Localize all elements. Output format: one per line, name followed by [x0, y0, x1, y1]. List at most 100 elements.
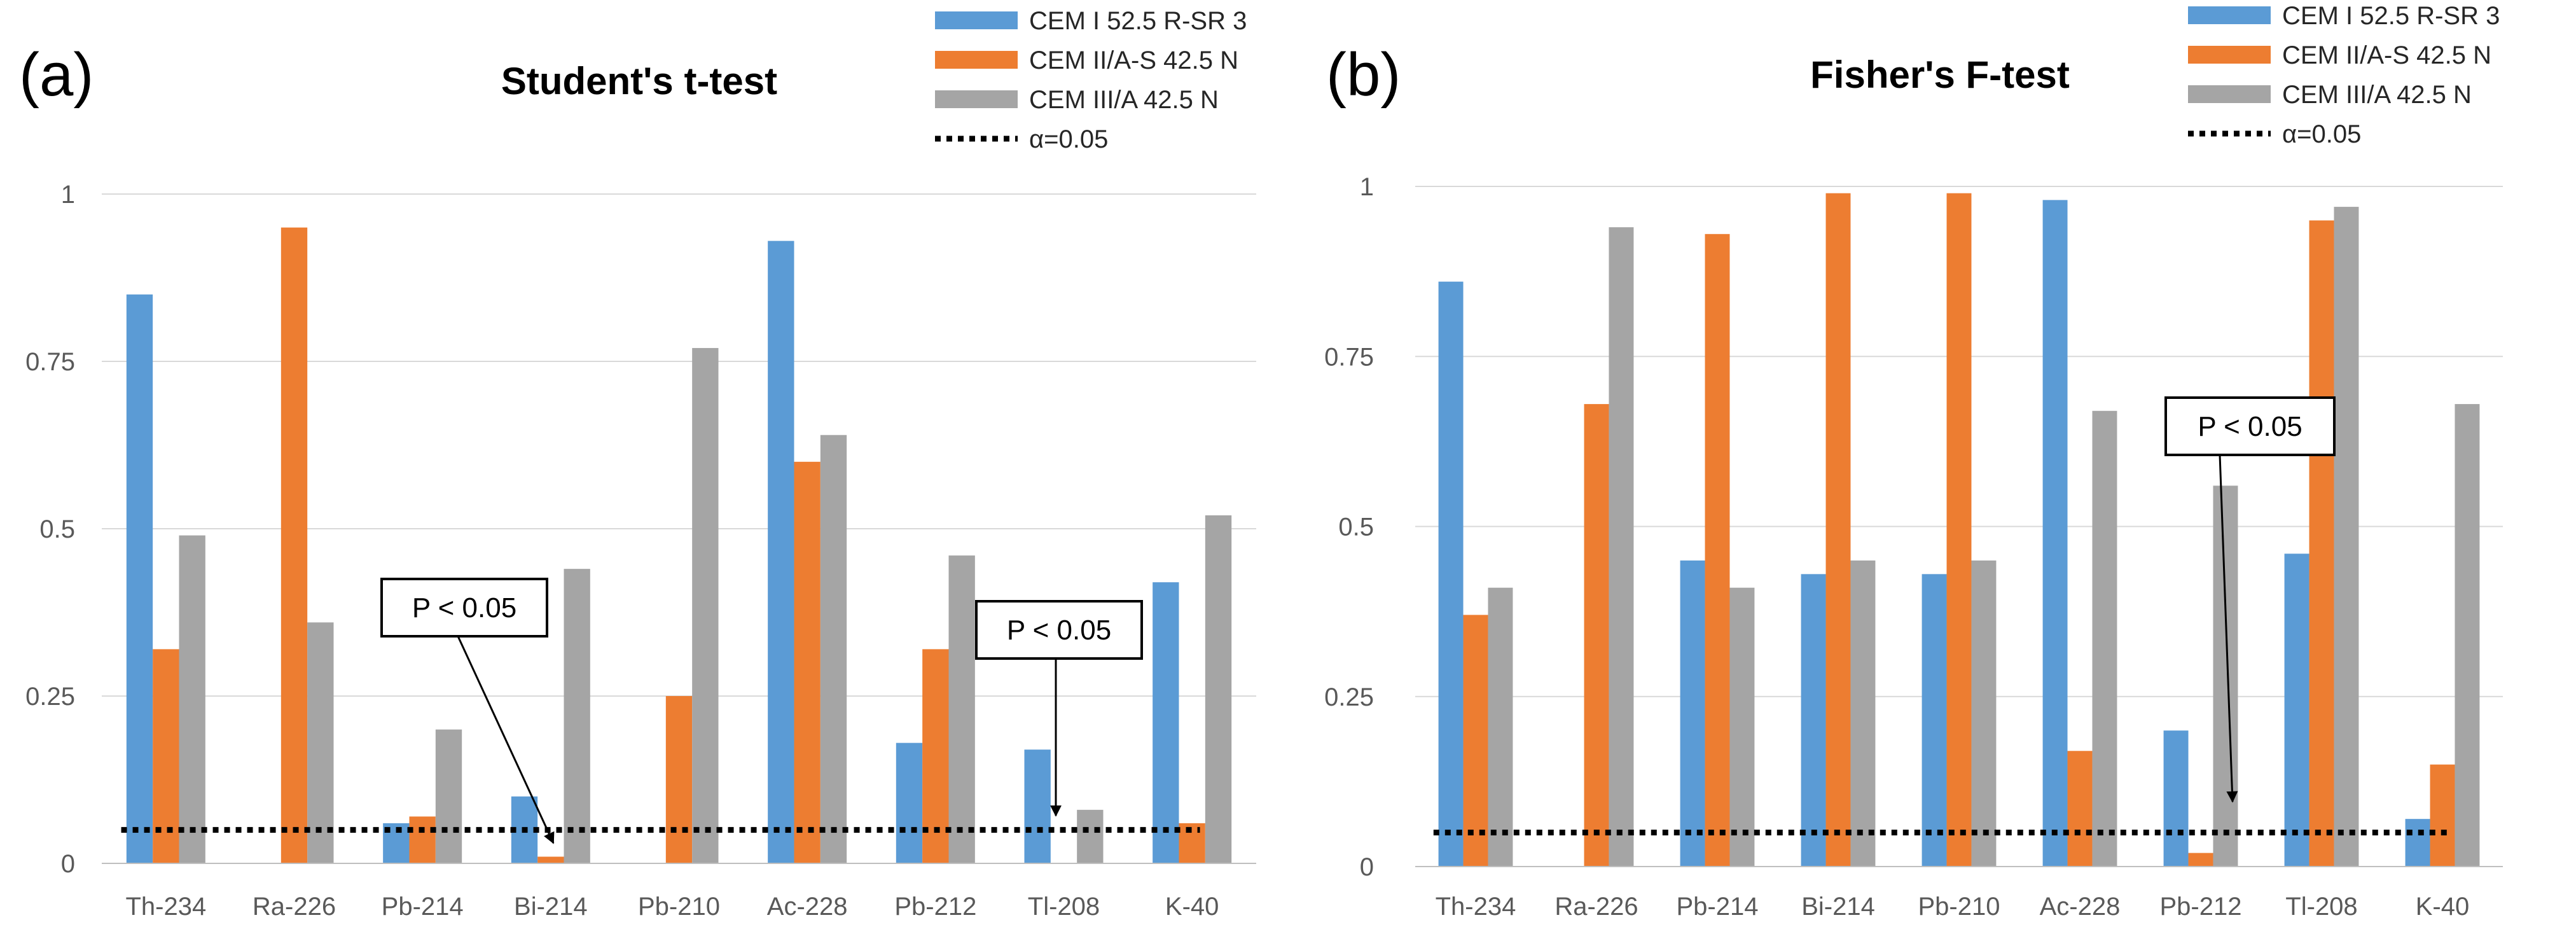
- x-tick-label: Ac-228: [2040, 893, 2121, 921]
- bar-th-234-series-1: [1438, 281, 1464, 867]
- callout-annotation: P < 0.05: [975, 600, 1143, 817]
- bar-k-40-series-3: [2455, 404, 2480, 867]
- callout-text: P < 0.05: [2198, 411, 2302, 442]
- y-tick-label: 0.5: [39, 515, 75, 543]
- chart-title: Fisher's F-test: [1810, 53, 2070, 96]
- bar-tl-208-series-2: [2309, 220, 2334, 867]
- legend-swatch: [2188, 6, 2271, 24]
- chart-title: Student's t-test: [501, 60, 777, 102]
- y-tick-label: 0.25: [25, 683, 75, 711]
- callout-arrow: [2219, 454, 2238, 803]
- x-tick-label: Ra-226: [253, 893, 336, 921]
- callout-box: [380, 578, 548, 638]
- callout-text: P < 0.05: [412, 592, 516, 624]
- legend: CEM I 52.5 R-SR 3 CEM II/A-S 42.5 N CEM II…: [935, 7, 1247, 153]
- bar-bi-214-series-3: [564, 569, 590, 863]
- callout-box: [2164, 396, 2336, 456]
- legend-swatch: [935, 90, 1018, 108]
- bar-pb-212-series-3: [2213, 485, 2238, 867]
- bar-pb-212-series-3: [948, 555, 975, 863]
- legend-label: CEM I 52.5 R-SR 3: [2282, 2, 2500, 30]
- bar-bi-214-series-3: [1850, 560, 1876, 867]
- bar-pb-212-series-1: [896, 742, 923, 863]
- x-tick-label: Ac-228: [767, 893, 848, 921]
- legend-label: CEM I 52.5 R-SR 3: [1029, 7, 1247, 35]
- callout-text: P < 0.05: [1007, 615, 1111, 646]
- legend-label: α=0.05: [2282, 120, 2361, 148]
- legend-swatch: [2188, 46, 2271, 64]
- bar-tl-208-series-3: [1077, 809, 1104, 863]
- callout-annotation: P < 0.05: [2164, 396, 2336, 803]
- bar-pb-214-series-3: [1729, 587, 1755, 867]
- bar-ac-228-series-1: [2042, 200, 2068, 867]
- y-tick-label: 1: [1360, 173, 1374, 201]
- legend: CEM I 52.5 R-SR 3 CEM II/A-S 42.5 N CEM II…: [2188, 2, 2500, 148]
- y-tick-label: 0.75: [1324, 343, 1374, 371]
- x-tick-label: Pb-214: [382, 893, 464, 921]
- callout-box: [975, 600, 1143, 660]
- bar-bi-214-series-2: [537, 856, 564, 863]
- bar-pb-210-series-1: [1922, 574, 1947, 867]
- bar-ac-228-series-2: [2067, 751, 2093, 867]
- y-tick-label: 1: [61, 181, 75, 209]
- bar-pb-210-series-3: [1971, 560, 1997, 867]
- x-tick-label: Bi-214: [514, 893, 588, 921]
- bar-ra-226-series-3: [1609, 227, 1634, 867]
- y-tick-label: 0.75: [25, 348, 75, 376]
- x-tick-label: Tl-208: [1028, 893, 1100, 921]
- bar-k-40-series-3: [1205, 515, 1232, 863]
- bar-tl-208-series-1: [2284, 554, 2309, 867]
- legend-label: CEM II/A-S 42.5 N: [1029, 46, 1238, 74]
- bar-ra-226-series-3: [307, 622, 334, 863]
- x-tick-label: Pb-210: [638, 893, 720, 921]
- x-tick-label: Pb-210: [1918, 893, 2000, 921]
- bar-tl-208-series-3: [2334, 207, 2359, 867]
- callout-annotation: P < 0.05: [380, 578, 555, 844]
- bar-k-40-series-2: [2430, 764, 2455, 867]
- x-tick-label: Pb-212: [894, 893, 976, 921]
- bar-th-234-series-3: [179, 535, 205, 863]
- y-tick-label: 0.25: [1324, 683, 1374, 711]
- bar-ac-228-series-1: [768, 240, 794, 863]
- bar-pb-210-series-2: [665, 696, 693, 863]
- bar-pb-210-series-2: [1946, 193, 1972, 867]
- x-tick-label: Tl-208: [2285, 893, 2357, 921]
- bar-bi-214-series-2: [1825, 193, 1851, 867]
- x-tick-label: Pb-212: [2160, 893, 2242, 921]
- x-tick-label: Bi-214: [1801, 893, 1875, 921]
- callout-arrow: [457, 636, 555, 844]
- bar-ra-226-series-2: [1584, 404, 1609, 867]
- bar-pb-214-series-1: [1680, 560, 1705, 867]
- legend-label: CEM II/A-S 42.5 N: [2282, 41, 2491, 69]
- bar-pb-214-series-2: [1705, 233, 1730, 867]
- x-tick-label: K-40: [1165, 893, 1219, 921]
- bar-k-40-series-1: [1153, 582, 1179, 863]
- bar-tl-208-series-1: [1024, 749, 1051, 863]
- bar-pb-210-series-3: [692, 347, 719, 863]
- x-tick-label: Ra-226: [1555, 893, 1638, 921]
- y-tick-label: 0: [1360, 853, 1374, 881]
- bar-bi-214-series-1: [1801, 574, 1826, 867]
- legend-swatch: [935, 11, 1018, 29]
- panel-label: (b): [1326, 41, 1401, 109]
- bar-th-234-series-2: [1463, 615, 1488, 867]
- y-tick-label: 0.5: [1338, 513, 1374, 541]
- bar-k-40-series-2: [1179, 823, 1205, 863]
- legend-label: α=0.05: [1029, 125, 1108, 153]
- legend-label: CEM III/A 42.5 N: [1029, 86, 1219, 114]
- panel-label: (a): [19, 41, 93, 109]
- bar-ac-228-series-3: [820, 435, 847, 863]
- bar-pb-214-series-2: [409, 816, 436, 863]
- bar-ac-228-series-3: [2092, 410, 2117, 867]
- bar-ra-226-series-2: [280, 227, 308, 864]
- bar-k-40-series-1: [2405, 819, 2430, 867]
- chart-panel-a: (a) Student's t-test Th-234 Ra-226 Pb-214 B…: [19, 7, 1256, 921]
- x-tick-label: Pb-214: [1677, 893, 1759, 921]
- x-tick-label: Th-234: [1436, 893, 1516, 921]
- bar-pb-212-series-1: [2163, 730, 2189, 867]
- x-tick-label: Th-234: [125, 893, 206, 921]
- x-tick-label: K-40: [2416, 893, 2470, 921]
- legend-swatch: [2188, 85, 2271, 103]
- bar-th-234-series-1: [126, 294, 153, 863]
